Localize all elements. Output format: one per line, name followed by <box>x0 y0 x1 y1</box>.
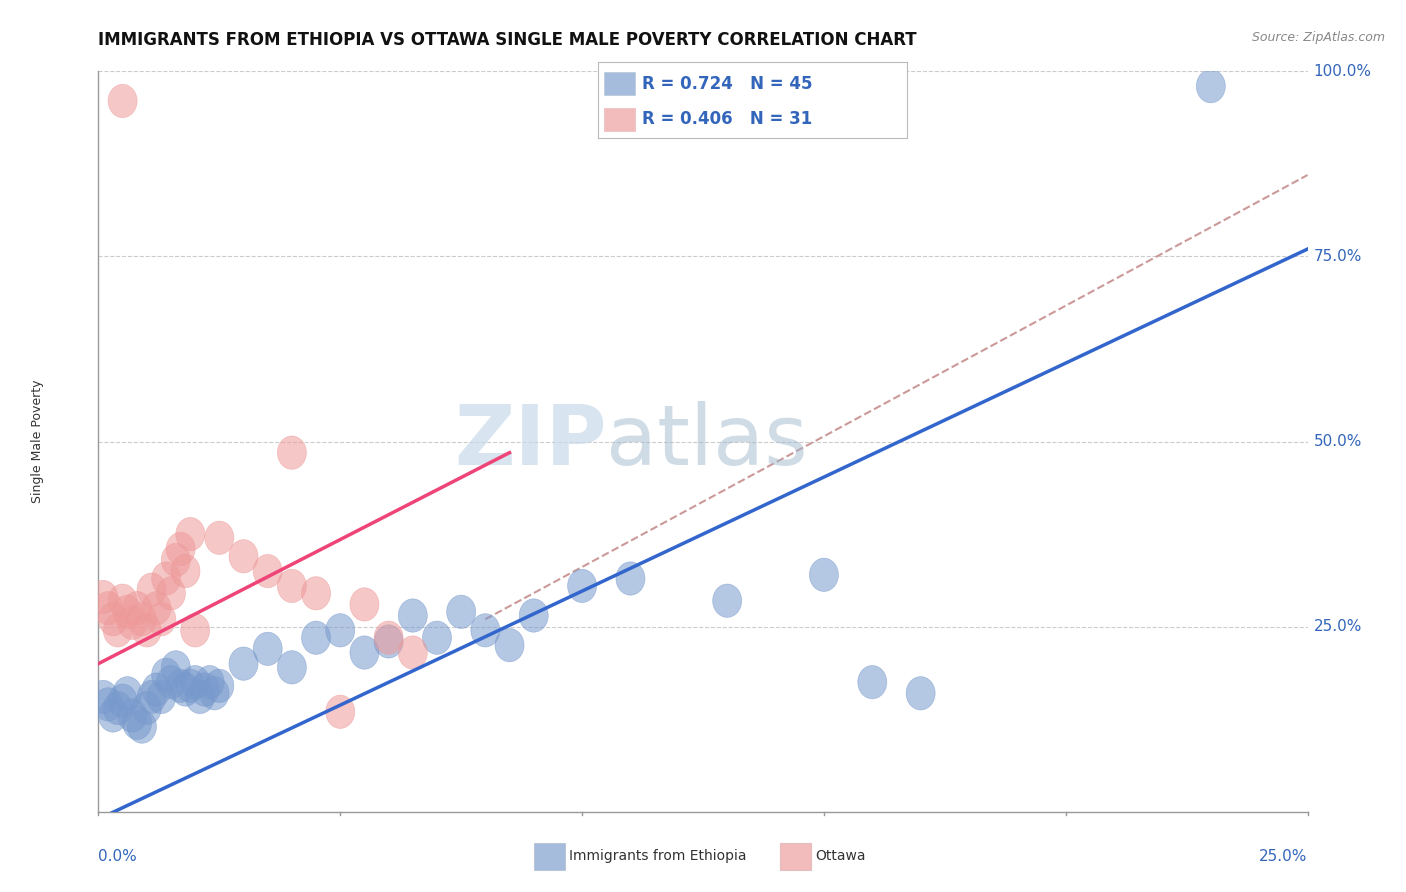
Text: 0.0%: 0.0% <box>98 849 138 863</box>
Ellipse shape <box>98 698 128 732</box>
Ellipse shape <box>180 665 209 698</box>
Ellipse shape <box>190 673 219 706</box>
Ellipse shape <box>471 614 501 647</box>
Ellipse shape <box>162 543 190 576</box>
Ellipse shape <box>374 624 404 658</box>
Ellipse shape <box>112 595 142 629</box>
Bar <box>603 72 634 95</box>
Ellipse shape <box>205 669 233 703</box>
Ellipse shape <box>152 658 180 691</box>
Ellipse shape <box>94 688 122 721</box>
Ellipse shape <box>1197 70 1226 103</box>
Text: R = 0.406   N = 31: R = 0.406 N = 31 <box>643 111 813 128</box>
Ellipse shape <box>253 632 283 665</box>
Ellipse shape <box>89 681 118 714</box>
Ellipse shape <box>156 665 186 698</box>
Text: R = 0.724   N = 45: R = 0.724 N = 45 <box>643 75 813 93</box>
Ellipse shape <box>905 677 935 710</box>
Ellipse shape <box>374 621 404 655</box>
Ellipse shape <box>138 681 166 714</box>
Text: 75.0%: 75.0% <box>1313 249 1362 264</box>
Ellipse shape <box>447 595 475 629</box>
Ellipse shape <box>103 691 132 724</box>
Ellipse shape <box>172 673 200 706</box>
Ellipse shape <box>156 576 186 610</box>
Ellipse shape <box>176 669 205 703</box>
Ellipse shape <box>166 669 195 703</box>
Ellipse shape <box>277 569 307 603</box>
Ellipse shape <box>118 698 146 732</box>
Text: atlas: atlas <box>606 401 808 482</box>
Ellipse shape <box>186 681 215 714</box>
Text: Ottawa: Ottawa <box>815 849 866 863</box>
Ellipse shape <box>108 85 138 118</box>
Ellipse shape <box>138 573 166 607</box>
Ellipse shape <box>122 591 152 624</box>
Ellipse shape <box>229 540 259 573</box>
Ellipse shape <box>132 691 162 724</box>
Ellipse shape <box>422 621 451 655</box>
Text: Single Male Poverty: Single Male Poverty <box>31 380 45 503</box>
Ellipse shape <box>180 614 209 647</box>
Text: Immigrants from Ethiopia: Immigrants from Ethiopia <box>569 849 747 863</box>
Ellipse shape <box>103 614 132 647</box>
Ellipse shape <box>398 599 427 632</box>
Ellipse shape <box>146 681 176 714</box>
Ellipse shape <box>94 591 122 624</box>
Ellipse shape <box>172 555 200 588</box>
Ellipse shape <box>858 665 887 698</box>
Ellipse shape <box>152 562 180 595</box>
Ellipse shape <box>200 677 229 710</box>
Ellipse shape <box>128 710 156 743</box>
Ellipse shape <box>326 614 354 647</box>
Ellipse shape <box>205 521 233 555</box>
Ellipse shape <box>326 695 354 729</box>
Ellipse shape <box>98 603 128 636</box>
Ellipse shape <box>350 636 380 669</box>
Text: 100.0%: 100.0% <box>1313 64 1372 78</box>
Text: IMMIGRANTS FROM ETHIOPIA VS OTTAWA SINGLE MALE POVERTY CORRELATION CHART: IMMIGRANTS FROM ETHIOPIA VS OTTAWA SINGL… <box>98 31 917 49</box>
Ellipse shape <box>142 673 172 706</box>
Ellipse shape <box>495 629 524 662</box>
Ellipse shape <box>519 599 548 632</box>
Ellipse shape <box>128 603 156 636</box>
Ellipse shape <box>176 517 205 550</box>
Ellipse shape <box>162 650 190 684</box>
Ellipse shape <box>142 591 172 624</box>
Ellipse shape <box>277 436 307 469</box>
Ellipse shape <box>118 607 146 640</box>
Ellipse shape <box>108 584 138 617</box>
Ellipse shape <box>195 665 224 698</box>
Ellipse shape <box>350 588 380 621</box>
Ellipse shape <box>253 555 283 588</box>
Ellipse shape <box>616 562 645 595</box>
Ellipse shape <box>112 677 142 710</box>
Ellipse shape <box>166 533 195 566</box>
Ellipse shape <box>89 581 118 614</box>
Ellipse shape <box>132 614 162 647</box>
Ellipse shape <box>301 621 330 655</box>
Ellipse shape <box>146 603 176 636</box>
Text: Source: ZipAtlas.com: Source: ZipAtlas.com <box>1251 31 1385 45</box>
Ellipse shape <box>108 684 138 717</box>
Ellipse shape <box>398 636 427 669</box>
Text: ZIP: ZIP <box>454 401 606 482</box>
Ellipse shape <box>568 569 596 603</box>
Bar <box>603 108 634 130</box>
Ellipse shape <box>301 576 330 610</box>
Text: 25.0%: 25.0% <box>1260 849 1308 863</box>
Ellipse shape <box>713 584 742 617</box>
Ellipse shape <box>810 558 838 591</box>
Text: 50.0%: 50.0% <box>1313 434 1362 449</box>
Ellipse shape <box>122 706 152 739</box>
Ellipse shape <box>229 647 259 681</box>
Text: 25.0%: 25.0% <box>1313 619 1362 634</box>
Ellipse shape <box>277 650 307 684</box>
